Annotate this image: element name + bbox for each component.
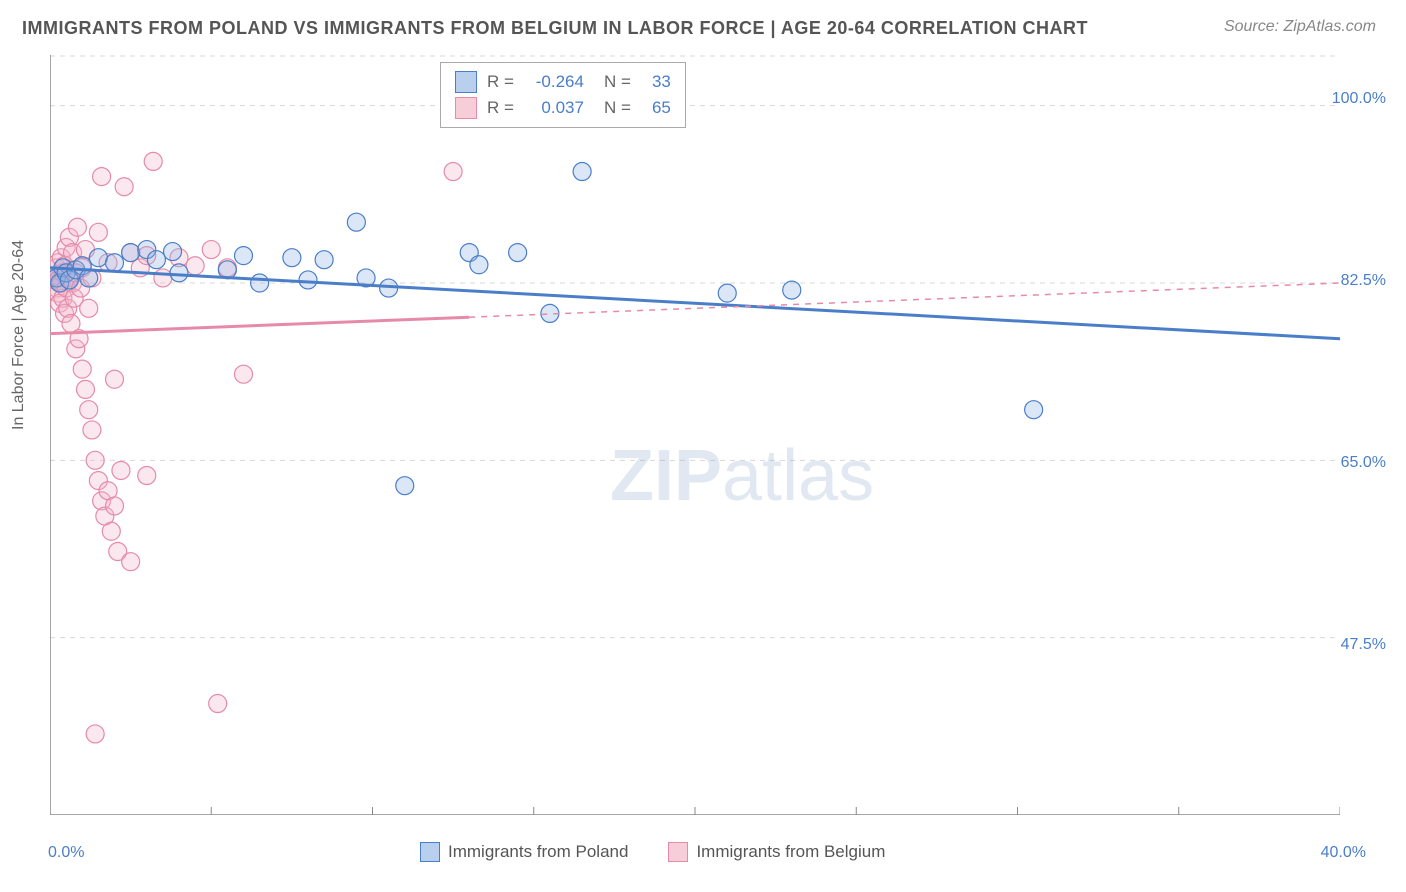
legend-swatch-belgium [668,842,688,862]
correlation-swatch-belgium [455,97,477,119]
y-tick-100: 100.0% [1332,90,1386,108]
r-label-1: R = [487,98,514,118]
legend-swatch-poland [420,842,440,862]
y-axis-label: In Labor Force | Age 20-64 [10,240,28,430]
n-value-1: 65 [641,98,671,118]
bottom-legend: Immigrants from Poland Immigrants from B… [420,842,885,862]
scatter-plot-svg [50,55,1340,815]
source-attribution: Source: ZipAtlas.com [1224,18,1376,36]
n-value-0: 33 [641,72,671,92]
r-value-1: 0.037 [524,98,584,118]
r-value-0: -0.264 [524,72,584,92]
chart-title: IMMIGRANTS FROM POLAND VS IMMIGRANTS FRO… [22,18,1088,39]
y-tick-47-5: 47.5% [1341,636,1386,654]
legend-item-poland: Immigrants from Poland [420,842,628,862]
chart-plot-area: ZIPatlas [50,55,1340,815]
x-tick-0: 0.0% [48,844,84,862]
y-tick-65: 65.0% [1341,454,1386,472]
legend-item-belgium: Immigrants from Belgium [668,842,885,862]
correlation-swatch-poland [455,71,477,93]
n-label-1: N = [604,98,631,118]
n-label-0: N = [604,72,631,92]
r-label-0: R = [487,72,514,92]
legend-label-belgium: Immigrants from Belgium [696,842,885,862]
correlation-row-poland: R = -0.264 N = 33 [455,69,671,95]
correlation-row-belgium: R = 0.037 N = 65 [455,95,671,121]
chart-container: IMMIGRANTS FROM POLAND VS IMMIGRANTS FRO… [0,0,1406,892]
correlation-legend: R = -0.264 N = 33 R = 0.037 N = 65 [440,62,686,128]
x-tick-40: 40.0% [1321,844,1366,862]
y-tick-82-5: 82.5% [1341,272,1386,290]
legend-label-poland: Immigrants from Poland [448,842,628,862]
